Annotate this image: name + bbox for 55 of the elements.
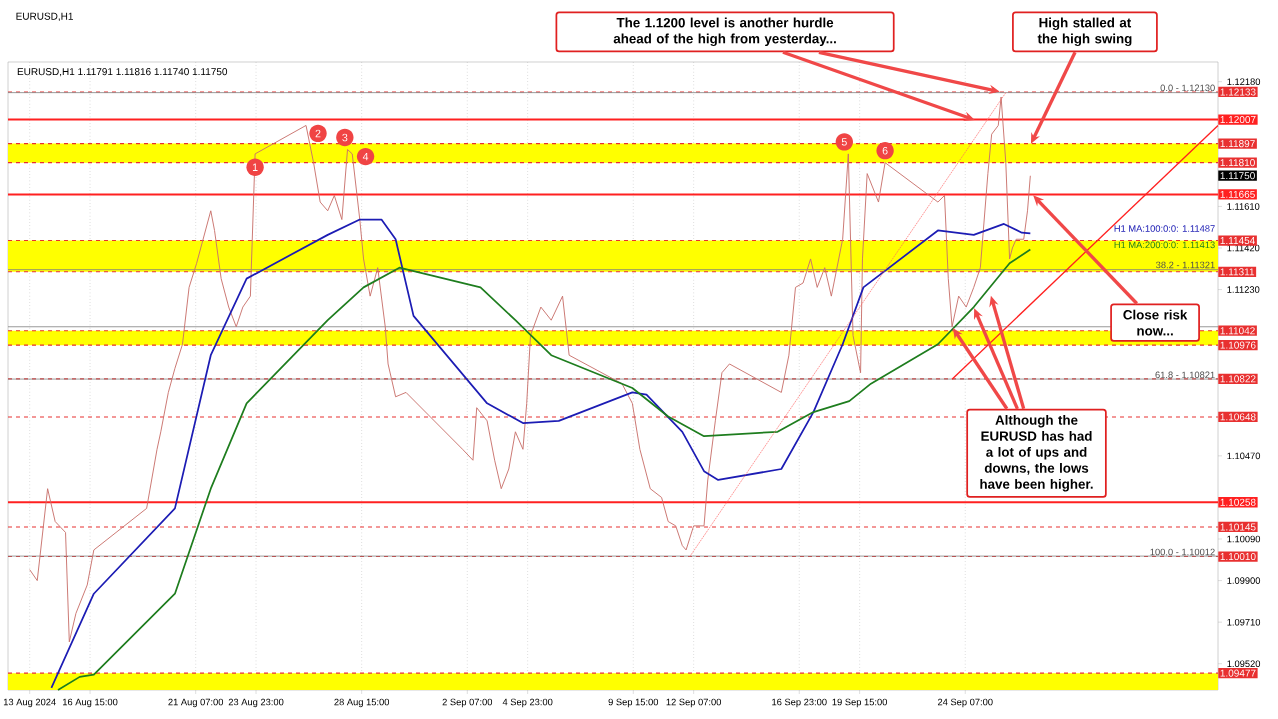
y-tick-label: 1.11610 bbox=[1227, 203, 1260, 210]
annotation: 61.8 - 1.10821 bbox=[1155, 371, 1215, 379]
annotation: 38.2 - 1.11321 bbox=[1156, 261, 1215, 269]
annotation: Close risk now... bbox=[1123, 309, 1188, 336]
x-tick-label: 2 Sep 07:00 bbox=[442, 698, 493, 708]
annotation: The 1.1200 level is another hurdle ahead of the high from yesterday... bbox=[613, 17, 836, 47]
annotation: 100.0 - 1.10012 bbox=[1150, 548, 1215, 556]
ref-line-label: 1.10976 bbox=[1220, 341, 1256, 349]
ref-line-label: 1.10648 bbox=[1220, 413, 1256, 421]
x-tick-label: 13 Aug 2024 bbox=[3, 698, 56, 708]
x-tick-label: 9 Sep 15:00 bbox=[608, 698, 659, 708]
x-tick-label: 21 Aug 07:00 bbox=[168, 698, 224, 708]
chart-subtitle: EURUSD,H1 bbox=[16, 12, 73, 21]
annotation: H1 MA:100:0:0: 1.11487 bbox=[1114, 225, 1215, 232]
annotation: 5 bbox=[841, 138, 847, 146]
annotation: High stalled at the high swing bbox=[1037, 17, 1132, 47]
annotation: Although the EURUSD has had a lot of ups and downs, the lows have been higher. bbox=[980, 415, 1093, 492]
y-tick-label: 1.11230 bbox=[1227, 286, 1260, 293]
ref-line-label: 1.12133 bbox=[1220, 88, 1256, 96]
y-tick-label: 1.09710 bbox=[1227, 618, 1261, 626]
x-tick-label: 24 Sep 07:00 bbox=[937, 698, 993, 708]
y-tick-label: 1.11420 bbox=[1227, 244, 1260, 252]
text: 1.11750 bbox=[1220, 172, 1255, 180]
ref-line-label: 1.10145 bbox=[1220, 523, 1256, 531]
y-tick-label: 1.10470 bbox=[1227, 452, 1261, 460]
x-tick-label: 28 Aug 15:00 bbox=[334, 698, 390, 708]
ref-line-label: 1.10822 bbox=[1220, 375, 1256, 383]
y-tick-label: 1.09900 bbox=[1227, 577, 1261, 584]
x-tick-label: 16 Sep 23:00 bbox=[772, 698, 827, 708]
ref-line-label: 1.11454 bbox=[1220, 237, 1255, 245]
x-tick-label: 16 Aug 15:00 bbox=[63, 698, 118, 708]
ref-line-label: 1.11311 bbox=[1220, 268, 1255, 276]
y-tick-label: 1.09520 bbox=[1227, 660, 1261, 668]
ref-line-label: 1.10258 bbox=[1220, 498, 1256, 506]
ref-line-label: 1.11897 bbox=[1220, 140, 1255, 148]
annotation: 0.0 - 1.12130 bbox=[1160, 84, 1215, 92]
x-tick-label: 23 Aug 23:00 bbox=[228, 698, 284, 708]
x-tick-label: 12 Sep 07:00 bbox=[666, 698, 722, 708]
ref-line-label: 1.10010 bbox=[1220, 552, 1256, 561]
annotation: 6 bbox=[882, 146, 888, 155]
annotation: 3 bbox=[342, 133, 348, 142]
y-tick-label: 1.10090 bbox=[1227, 535, 1261, 543]
annotation: 4 bbox=[362, 152, 369, 161]
y-tick-label: 1.12180 bbox=[1227, 78, 1261, 85]
x-tick-label: 4 Sep 23:00 bbox=[502, 698, 553, 708]
ref-line-label: 1.09477 bbox=[1220, 669, 1256, 677]
x-tick-label: 19 Sep 15:00 bbox=[832, 698, 888, 708]
ref-line-label: 1.12007 bbox=[1220, 116, 1256, 124]
annotation: 1 bbox=[252, 163, 258, 171]
ref-line-label: 1.11042 bbox=[1220, 327, 1255, 335]
annotation: 2 bbox=[315, 129, 321, 138]
text: EURUSD,H1 1.11791 1.11816 1.11740 1.11750 bbox=[17, 68, 228, 77]
ref-line-label: 1.11810 bbox=[1220, 159, 1255, 167]
annotation: H1 MA:200:0:0: 1.11413 bbox=[1114, 241, 1215, 249]
ref-line-label: 1.11665 bbox=[1220, 190, 1255, 198]
